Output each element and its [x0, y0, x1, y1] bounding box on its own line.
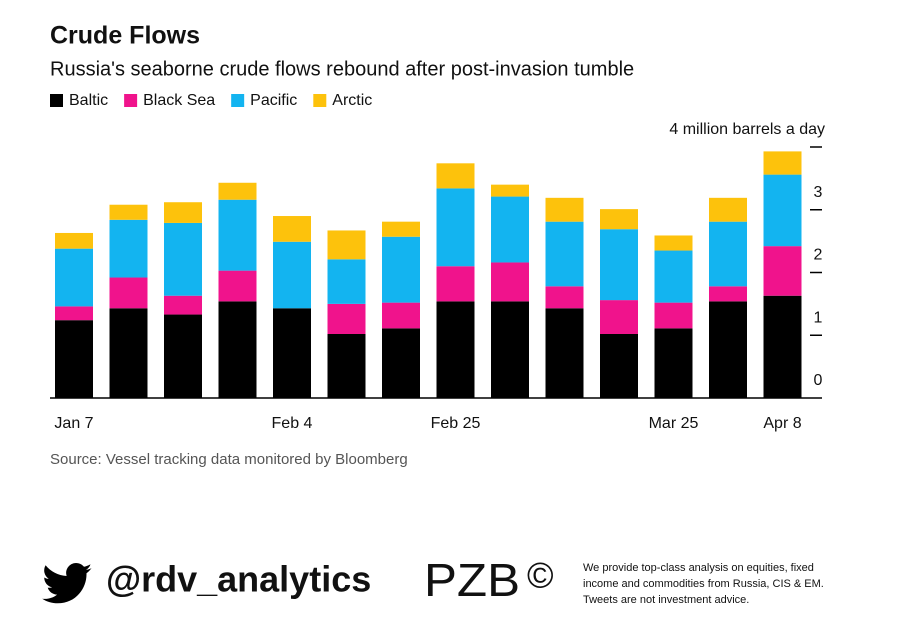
- bar-segment: [436, 266, 475, 302]
- legend-label: Arctic: [332, 92, 372, 109]
- legend-label: Baltic: [69, 92, 108, 109]
- chart-subtitle: Russia's seaborne crude flows rebound af…: [50, 58, 634, 80]
- legend-swatch: [50, 94, 63, 107]
- y-tick-label: 1: [814, 309, 823, 326]
- bar-segment: [436, 301, 475, 398]
- bar-segment: [763, 246, 802, 296]
- bar-segment: [164, 295, 202, 315]
- bar-segment: [109, 308, 148, 398]
- bar-segment: [218, 182, 257, 200]
- handle: @rdv_analytics: [106, 559, 371, 600]
- bar-segment: [600, 300, 638, 334]
- twitter-icon: [42, 562, 92, 604]
- bar-segment: [545, 286, 584, 309]
- bar-segment: [600, 229, 638, 301]
- bar-segment: [55, 320, 93, 398]
- legend-label: Black Sea: [143, 92, 215, 109]
- bar-segment: [491, 262, 529, 302]
- bar-segment: [491, 184, 529, 197]
- y-tick-label: 2: [814, 247, 823, 264]
- x-tick-label: Jan 7: [54, 415, 93, 432]
- bar-segment: [382, 236, 420, 303]
- bar-segment: [436, 163, 475, 189]
- bar-segment: [273, 241, 311, 309]
- x-tick-label: Apr 8: [763, 415, 801, 432]
- bar-segment: [654, 250, 693, 303]
- bar-segment: [218, 270, 257, 302]
- bar-segment: [763, 295, 802, 398]
- bar-segment: [164, 202, 202, 223]
- bar-segment: [491, 196, 529, 263]
- bar-segment: [763, 151, 802, 175]
- bar-segment: [55, 306, 93, 321]
- bar-segment: [545, 221, 584, 287]
- y-tick-label: 0: [814, 372, 823, 389]
- bar-segment: [55, 248, 93, 307]
- bar-segment: [382, 221, 420, 237]
- bar-segment: [600, 333, 638, 398]
- bar-segment: [327, 230, 366, 260]
- legend-swatch: [313, 94, 327, 107]
- bar-segment: [109, 277, 148, 309]
- source: Source: Vessel tracking data monitored b…: [50, 451, 408, 468]
- legend-swatch: [124, 94, 138, 107]
- x-tick-label: Mar 25: [649, 415, 699, 432]
- y-tick-label: 4 million barrels a day: [669, 121, 825, 138]
- bar-segment: [273, 216, 311, 242]
- bar-segment: [436, 188, 475, 267]
- bar-segment: [382, 302, 420, 329]
- bar-segment: [709, 221, 747, 287]
- bar-segment: [709, 286, 747, 302]
- bar-segment: [327, 259, 366, 304]
- bar-segment: [763, 174, 802, 247]
- bar-segment: [382, 328, 420, 398]
- legend-label: Pacific: [250, 92, 297, 109]
- bar-segment: [545, 308, 584, 398]
- bar-segment: [273, 308, 311, 398]
- bar-segment: [654, 235, 693, 251]
- bar-segment: [491, 301, 529, 398]
- bar-segment: [709, 301, 747, 398]
- bar-segment: [164, 222, 202, 296]
- x-tick-label: Feb 25: [431, 415, 481, 432]
- bar-segment: [327, 333, 366, 398]
- bar-segment: [709, 197, 747, 222]
- disclaimer: We provide top-class analysis on equitie…: [583, 562, 814, 574]
- disclaimer: income and commodities from Russia, CIS …: [583, 578, 824, 590]
- bar-segment: [109, 219, 148, 278]
- disclaimer: Tweets are not investment advice.: [583, 594, 749, 606]
- bar-segment: [218, 301, 257, 398]
- chart-title: Crude Flows: [50, 22, 200, 50]
- bar-segment: [164, 314, 202, 398]
- copyright: ©: [527, 555, 554, 596]
- bar-segment: [218, 199, 257, 271]
- x-tick-label: Feb 4: [272, 415, 313, 432]
- bar-segment: [654, 302, 693, 329]
- bar-segment: [109, 204, 148, 220]
- bar-segment: [55, 232, 93, 249]
- y-tick-label: 3: [814, 184, 823, 201]
- logo: PZB: [424, 554, 520, 606]
- bar-segment: [654, 328, 693, 398]
- legend-swatch: [231, 94, 245, 107]
- bar-segment: [327, 303, 366, 334]
- bar-segment: [600, 209, 638, 230]
- bar-segment: [545, 197, 584, 222]
